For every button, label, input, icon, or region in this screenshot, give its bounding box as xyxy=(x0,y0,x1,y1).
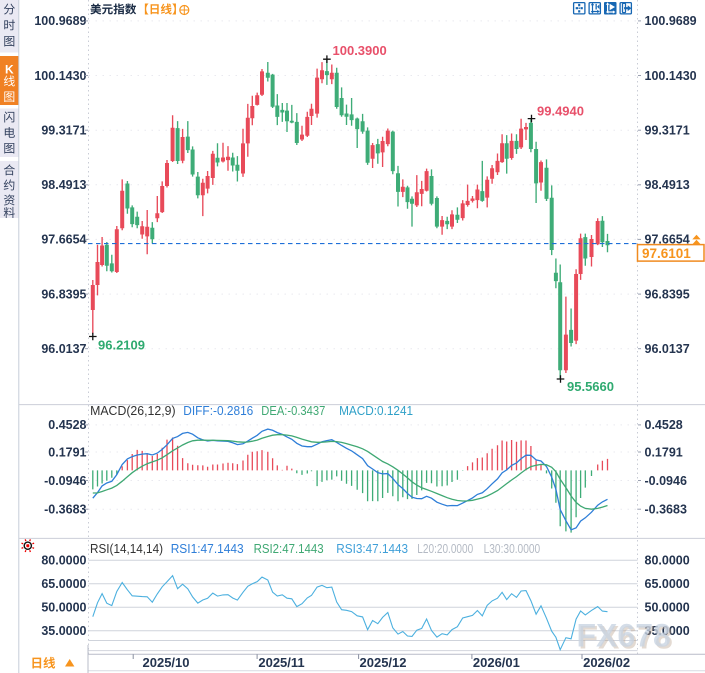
svg-text:97.6654: 97.6654 xyxy=(645,233,690,247)
svg-text:DEA:-0.3437: DEA:-0.3437 xyxy=(261,404,325,418)
svg-text:100.9689: 100.9689 xyxy=(645,14,697,28)
svg-text:80.0000: 80.0000 xyxy=(645,554,690,568)
svg-text:MACD:0.1241: MACD:0.1241 xyxy=(339,404,413,418)
svg-text:100.3900: 100.3900 xyxy=(333,43,387,58)
svg-text:-0.3683: -0.3683 xyxy=(645,503,687,517)
svg-text:DIFF:-0.2816: DIFF:-0.2816 xyxy=(183,404,253,418)
svg-text:100.1430: 100.1430 xyxy=(645,69,697,83)
svg-text:80.0000: 80.0000 xyxy=(41,554,86,568)
svg-text:100.9689: 100.9689 xyxy=(34,14,86,28)
svg-text:-0.0946: -0.0946 xyxy=(645,474,687,488)
svg-text:65.0000: 65.0000 xyxy=(645,577,690,591)
svg-text:MACD(26,12,9): MACD(26,12,9) xyxy=(90,404,176,418)
svg-text:35.0000: 35.0000 xyxy=(645,624,690,638)
svg-text:99.3171: 99.3171 xyxy=(645,124,690,138)
svg-text:RSI(14,14,14): RSI(14,14,14) xyxy=(90,542,163,556)
svg-text:-0.0946: -0.0946 xyxy=(44,474,86,488)
svg-text:-0.3683: -0.3683 xyxy=(44,503,86,517)
svg-text:2026/01: 2026/01 xyxy=(473,655,520,670)
svg-text:0.4528: 0.4528 xyxy=(645,418,683,432)
svg-text:99.4940: 99.4940 xyxy=(537,104,584,119)
svg-text:RSI3:47.1443: RSI3:47.1443 xyxy=(336,542,408,556)
svg-text:2025/12: 2025/12 xyxy=(360,655,407,670)
svg-text:65.0000: 65.0000 xyxy=(41,577,86,591)
svg-text:FX678: FX678 xyxy=(577,618,671,654)
svg-text:98.4913: 98.4913 xyxy=(41,178,86,192)
svg-text:2026/02: 2026/02 xyxy=(583,655,630,670)
svg-text:L20:20.0000: L20:20.0000 xyxy=(417,542,473,556)
svg-text:98.4913: 98.4913 xyxy=(645,178,690,192)
svg-text:97.6654: 97.6654 xyxy=(41,233,86,247)
svg-text:K: K xyxy=(5,63,14,77)
svg-text:50.0000: 50.0000 xyxy=(645,601,690,615)
svg-text:96.8395: 96.8395 xyxy=(645,287,690,301)
svg-text:50.0000: 50.0000 xyxy=(41,601,86,615)
svg-text:35.0000: 35.0000 xyxy=(41,624,86,638)
svg-text:0.1791: 0.1791 xyxy=(48,445,86,459)
svg-text:L30:30.0000: L30:30.0000 xyxy=(484,542,541,556)
svg-text:2025/10: 2025/10 xyxy=(143,655,190,670)
svg-text:96.0137: 96.0137 xyxy=(41,342,86,356)
svg-text:RSI2:47.1443: RSI2:47.1443 xyxy=(254,542,324,556)
svg-text:96.8395: 96.8395 xyxy=(41,287,86,301)
svg-text:FX678: FX678 xyxy=(579,620,673,656)
svg-text:RSI1:47.1443: RSI1:47.1443 xyxy=(171,542,244,556)
svg-text:0.4528: 0.4528 xyxy=(48,418,86,432)
svg-text:100.1430: 100.1430 xyxy=(34,69,86,83)
svg-text:97.6101: 97.6101 xyxy=(642,246,691,261)
svg-text:96.2109: 96.2109 xyxy=(98,338,145,353)
svg-text:95.5660: 95.5660 xyxy=(567,379,614,394)
svg-text:99.3171: 99.3171 xyxy=(41,124,86,138)
svg-text:96.0137: 96.0137 xyxy=(645,342,690,356)
svg-text:0.1791: 0.1791 xyxy=(645,445,683,459)
svg-text:2025/11: 2025/11 xyxy=(258,655,304,670)
